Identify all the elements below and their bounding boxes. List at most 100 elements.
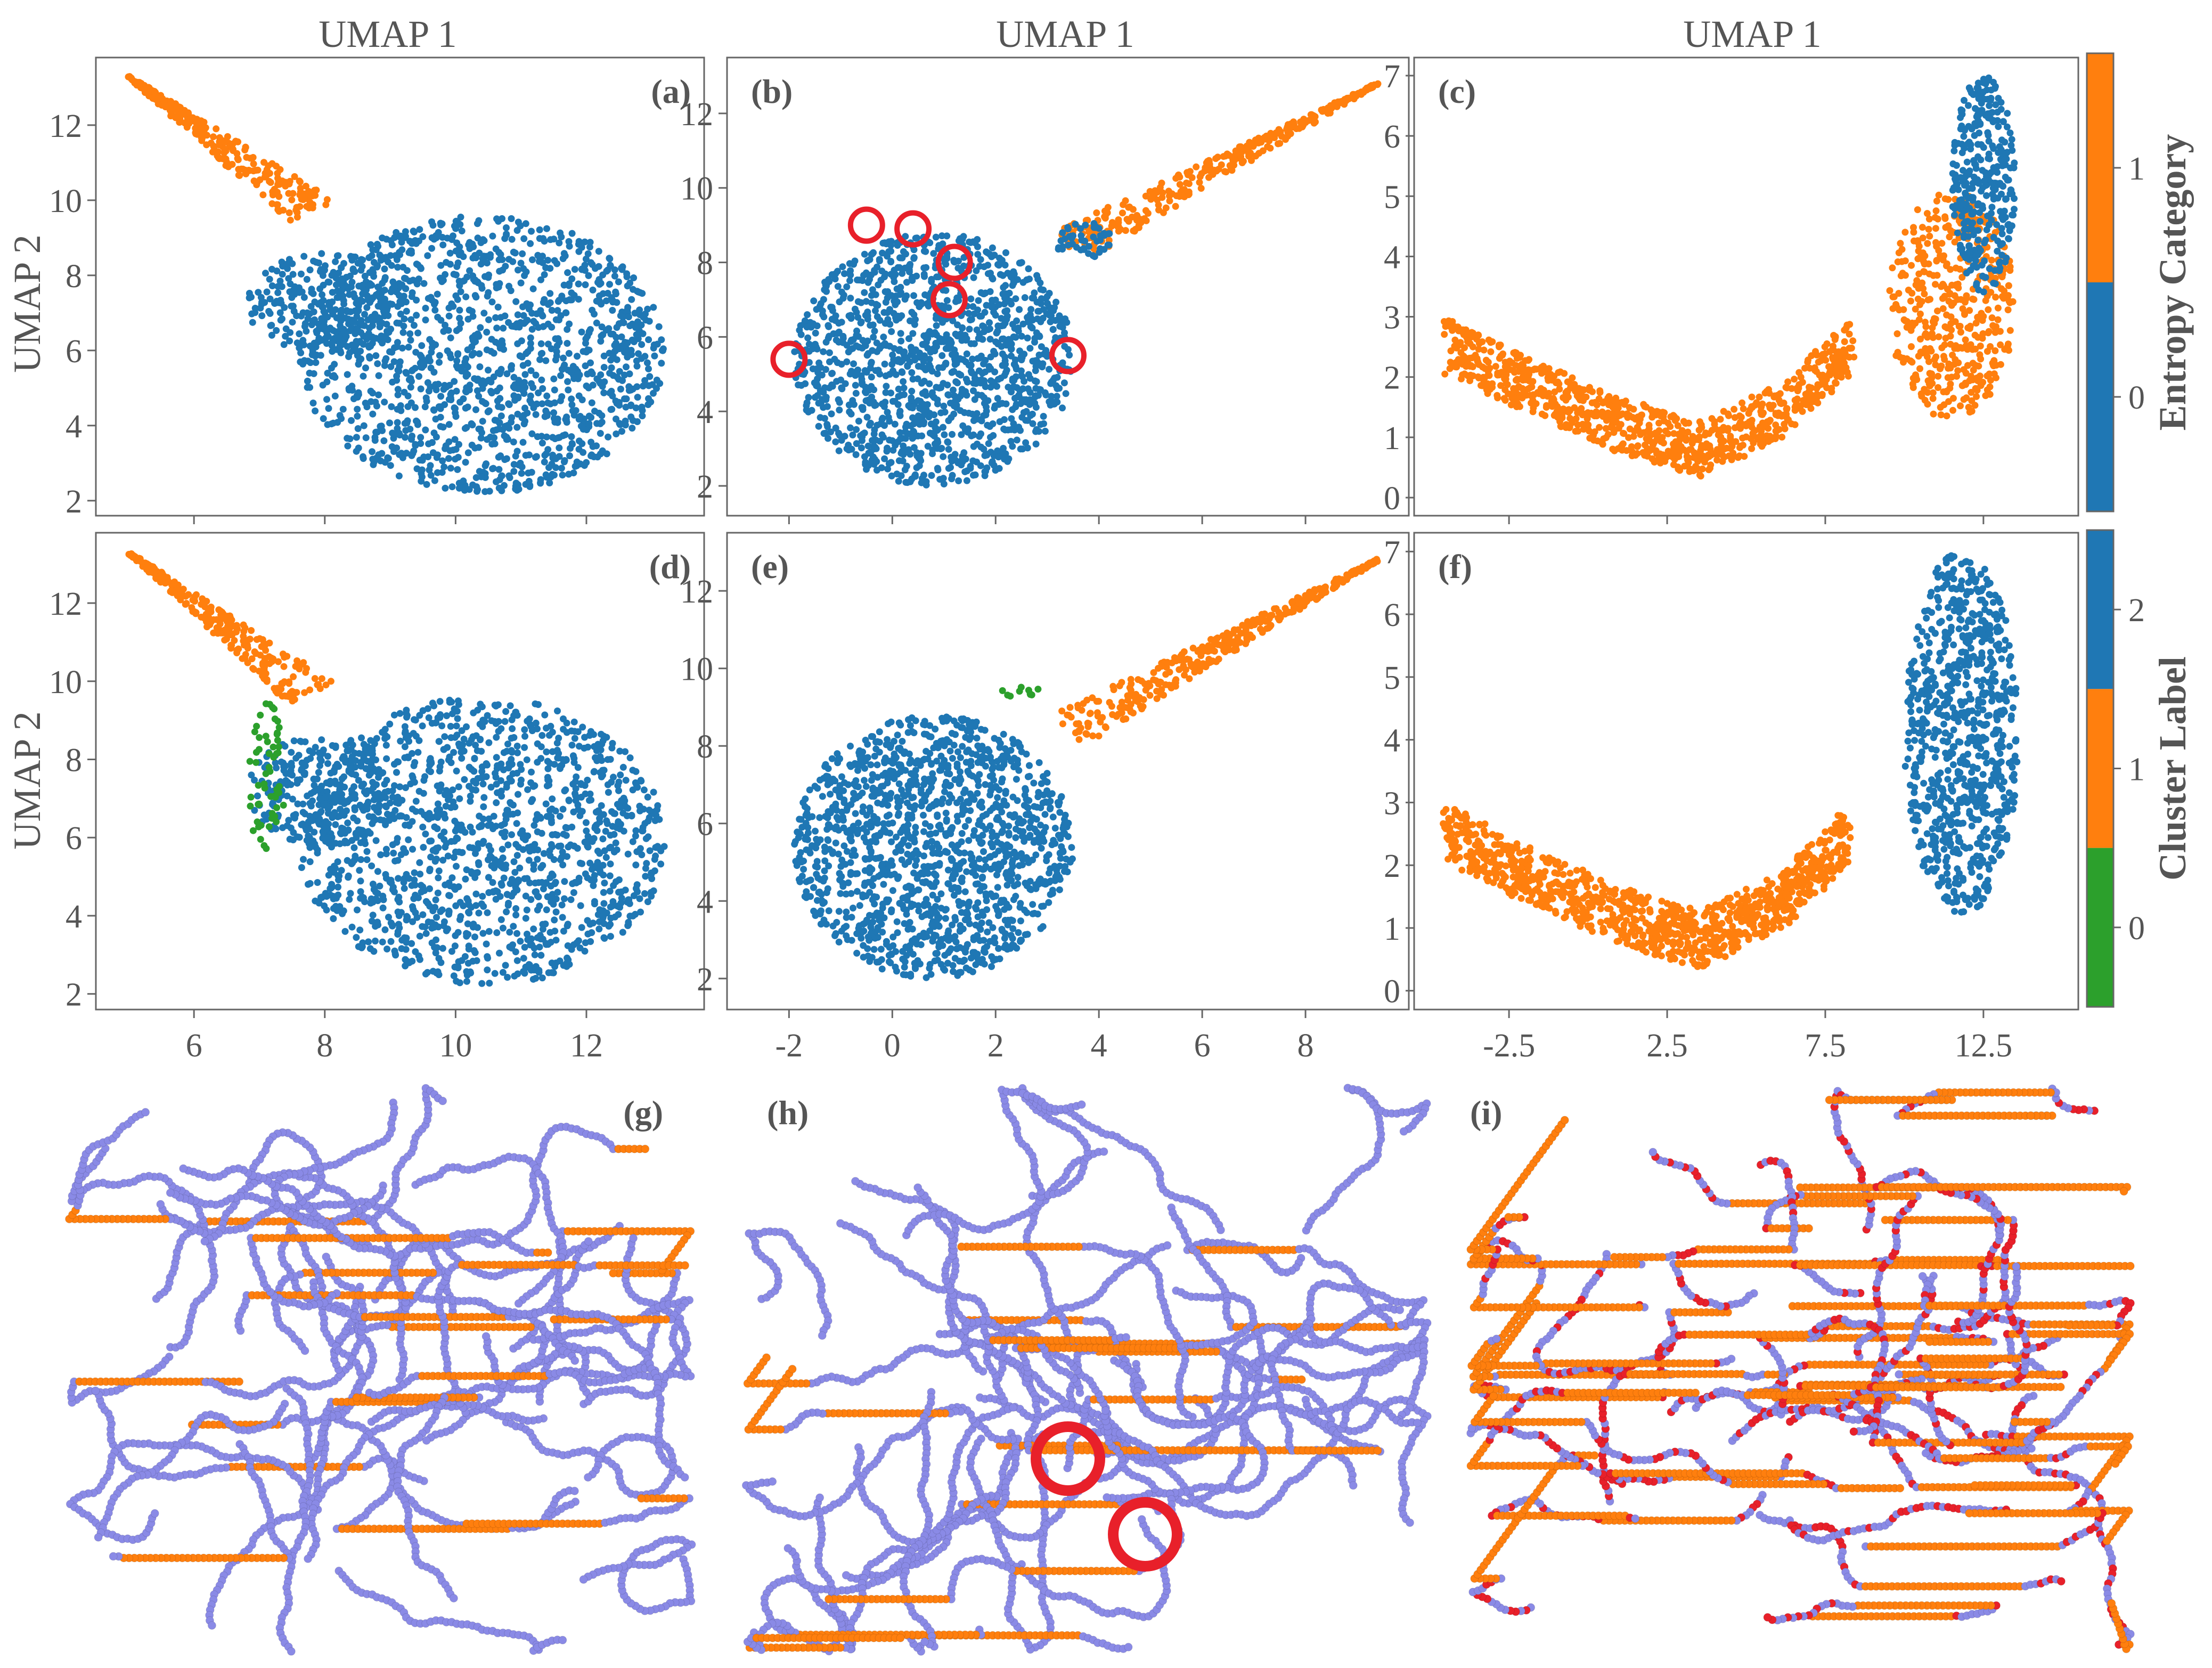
- data-point: [825, 322, 832, 329]
- data-point: [1966, 409, 1973, 416]
- data-point: [422, 426, 429, 434]
- data-point: [374, 360, 381, 368]
- data-point: [1345, 95, 1352, 102]
- data-point: [1974, 314, 1981, 321]
- data-point: [1792, 402, 1800, 409]
- data-point: [817, 300, 825, 307]
- data-point: [847, 346, 854, 353]
- data-point: [1599, 441, 1606, 448]
- data-point: [1215, 166, 1222, 173]
- data-point: [1913, 277, 1921, 284]
- data-point: [869, 250, 876, 257]
- data-point: [929, 446, 936, 454]
- data-point: [862, 389, 870, 396]
- data-point: [920, 271, 928, 278]
- data-point: [1772, 433, 1780, 440]
- data-point: [974, 251, 982, 258]
- data-point: [1256, 136, 1264, 144]
- data-point: [415, 237, 422, 245]
- data-point: [1802, 401, 1810, 409]
- data-point: [393, 256, 401, 263]
- data-point: [645, 336, 652, 344]
- data-point: [934, 465, 941, 472]
- data-point: [1740, 405, 1747, 412]
- y-tick-label: 6: [697, 320, 713, 356]
- data-point: [375, 391, 382, 398]
- data-point: [1772, 410, 1780, 417]
- data-point: [1732, 438, 1740, 445]
- data-point: [409, 367, 415, 375]
- data-point: [1924, 401, 1931, 408]
- data-point: [847, 295, 854, 302]
- data-point: [394, 391, 402, 398]
- data-point: [883, 383, 890, 390]
- data-point: [1676, 467, 1684, 474]
- data-point: [389, 378, 396, 386]
- data-point: [560, 281, 568, 289]
- data-point: [836, 298, 843, 306]
- data-point: [519, 250, 526, 257]
- data-point: [543, 225, 550, 232]
- data-point: [372, 428, 380, 436]
- data-point: [1838, 373, 1845, 381]
- data-point: [364, 294, 372, 301]
- data-point: [975, 367, 983, 375]
- points-c: [1440, 74, 2018, 480]
- data-point: [391, 284, 398, 291]
- data-point: [1441, 370, 1449, 378]
- data-point: [897, 472, 905, 479]
- data-point: [248, 310, 256, 318]
- data-point: [394, 264, 402, 271]
- data-point: [597, 430, 604, 437]
- data-point: [1912, 305, 1919, 313]
- data-point: [1960, 396, 1968, 403]
- data-point: [323, 378, 331, 386]
- data-point: [862, 298, 870, 305]
- data-point: [1977, 343, 1984, 349]
- data-point: [521, 272, 528, 279]
- data-point: [469, 421, 476, 429]
- data-point: [377, 422, 384, 430]
- data-point: [1227, 164, 1235, 172]
- data-point: [223, 158, 230, 166]
- data-point: [303, 275, 311, 283]
- data-point: [451, 436, 459, 443]
- data-point: [1458, 326, 1466, 333]
- data-point: [508, 418, 515, 426]
- data-point: [959, 356, 967, 363]
- data-point: [167, 97, 174, 105]
- data-point: [813, 306, 820, 313]
- data-point: [1916, 365, 1923, 372]
- data-point: [944, 381, 951, 389]
- data-point: [999, 350, 1006, 357]
- data-point: [1485, 336, 1492, 344]
- data-point: [419, 457, 426, 464]
- data-point: [1992, 294, 1999, 301]
- data-point: [1481, 374, 1488, 381]
- data-point: [943, 253, 951, 260]
- data-point: [1956, 265, 1964, 273]
- data-point: [1930, 410, 1937, 418]
- data-point: [911, 471, 919, 478]
- data-point: [1898, 258, 1906, 265]
- data-point: [613, 333, 620, 341]
- data-point: [981, 377, 988, 385]
- data-point: [405, 344, 412, 351]
- data-point: [197, 125, 204, 133]
- data-point: [1783, 405, 1790, 413]
- data-point: [1939, 305, 1947, 312]
- data-point: [1917, 336, 1924, 343]
- data-point: [1961, 298, 1969, 306]
- data-point: [274, 181, 282, 188]
- data-point: [283, 261, 291, 267]
- data-point: [948, 369, 956, 376]
- data-point: [928, 275, 935, 283]
- data-point: [954, 395, 962, 403]
- data-point: [822, 396, 830, 403]
- data-point: [1835, 366, 1843, 373]
- data-point: [258, 312, 266, 320]
- data-point: [868, 373, 875, 381]
- data-point: [1441, 331, 1448, 338]
- data-point: [1040, 306, 1047, 313]
- data-point: [940, 453, 947, 460]
